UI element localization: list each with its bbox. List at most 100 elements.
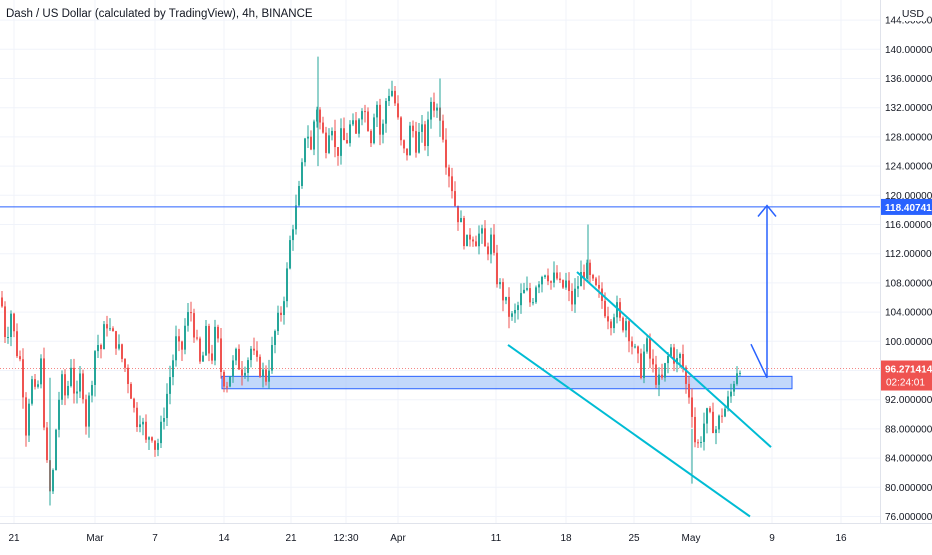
candle-body — [250, 348, 252, 361]
candle-body — [736, 373, 738, 384]
candle-body — [367, 111, 369, 131]
candle-body — [424, 124, 426, 147]
candle-body — [457, 205, 459, 223]
candle-body — [523, 289, 525, 294]
time-tick-label: Apr — [390, 533, 406, 544]
candle-body — [262, 369, 264, 377]
candle-body — [37, 384, 39, 387]
candle-body — [256, 350, 258, 357]
candle-body — [382, 123, 384, 135]
candle-body — [688, 383, 690, 398]
candle-body — [238, 348, 240, 370]
candle-body — [538, 284, 540, 288]
candle-body — [286, 268, 288, 302]
drawings-layer[interactable] — [0, 204, 880, 518]
candle-body — [154, 440, 156, 450]
candle-body — [325, 132, 327, 153]
candle-body — [64, 374, 66, 396]
candle-body — [106, 324, 108, 329]
candle-body — [343, 128, 345, 141]
price-tick-label: 128.000000 — [885, 132, 932, 143]
candle-body — [667, 355, 669, 364]
candle-body — [178, 336, 180, 342]
candle-body — [577, 286, 579, 289]
candle-body — [166, 393, 168, 419]
candle-body — [271, 344, 273, 371]
support-zone-layer[interactable] — [221, 375, 793, 390]
candle-body — [94, 351, 96, 385]
candle-body — [274, 331, 276, 345]
price-tick-label: 76.000000 — [885, 512, 932, 523]
price-axis[interactable]: 76.000000 80.000000 84.000000 88.000000 92.0… — [885, 16, 932, 523]
candle-body — [76, 391, 78, 394]
candle-body — [7, 337, 9, 339]
time-tick-label: 14 — [218, 533, 230, 544]
candle-body — [226, 386, 228, 388]
candle-body — [319, 109, 321, 123]
candle-body — [739, 372, 741, 374]
candle-body — [169, 377, 171, 394]
candle-body — [88, 395, 90, 427]
candle-body — [373, 117, 375, 144]
candle-body — [517, 305, 519, 310]
candle-body — [703, 423, 705, 442]
candle-body — [409, 125, 411, 156]
time-tick-label: 21 — [8, 533, 20, 544]
price-tick-label: 92.000000 — [885, 395, 932, 406]
price-tick-label: 108.000000 — [885, 278, 932, 289]
candle-body — [694, 416, 696, 443]
candle-body — [607, 316, 609, 322]
candle-body — [205, 325, 207, 356]
candle-body — [46, 427, 48, 461]
candle-body — [259, 356, 261, 377]
candle-body — [121, 344, 123, 359]
candle-body — [547, 275, 549, 282]
candle-body — [103, 324, 105, 350]
candle-body — [724, 408, 726, 417]
candle-body — [469, 234, 471, 240]
price-axis-border — [880, 0, 881, 523]
resistance-price-label: 118.407416 — [885, 203, 932, 214]
candle-body — [91, 384, 93, 396]
candle-body — [337, 147, 339, 156]
candle-body — [133, 398, 135, 408]
candle-body — [532, 302, 534, 304]
candle-body — [187, 312, 189, 326]
target-arrow-head — [757, 204, 777, 217]
candle-body — [316, 109, 318, 122]
candle-body — [295, 205, 297, 230]
candle-body — [451, 176, 453, 192]
candle-body — [244, 372, 246, 376]
candle-body — [136, 407, 138, 427]
candle-body — [487, 246, 489, 255]
candle-body — [658, 374, 660, 385]
candle-body — [163, 418, 165, 422]
candle-body — [580, 271, 582, 287]
candle-body — [370, 130, 372, 144]
candle-body — [313, 121, 315, 150]
price-tick-label: 100.000000 — [885, 337, 932, 348]
candle-body — [148, 437, 150, 440]
candle-body — [481, 228, 483, 234]
candle-body — [112, 328, 114, 332]
candle-body — [529, 288, 531, 303]
price-tick-label: 112.000000 — [885, 249, 932, 260]
price-tick-label: 136.000000 — [885, 74, 932, 85]
candle-body — [100, 344, 102, 350]
candle-body — [595, 278, 597, 285]
price-tick-label: 120.000000 — [885, 191, 932, 202]
candle-body — [355, 120, 357, 134]
currency-label[interactable]: USD — [899, 7, 926, 21]
candle-body — [277, 312, 279, 332]
candle-body — [223, 371, 225, 387]
candle-body — [733, 383, 735, 392]
candle-body — [130, 383, 132, 399]
candle-body — [118, 344, 120, 349]
candle-body — [670, 347, 672, 356]
time-axis[interactable]: 21 Mar 7 14 21 12:30 Apr 11 18 25 May 9 16 — [8, 533, 847, 544]
candle-body — [25, 397, 27, 436]
price-tick-label: 84.000000 — [885, 454, 932, 465]
candle-body — [466, 234, 468, 247]
